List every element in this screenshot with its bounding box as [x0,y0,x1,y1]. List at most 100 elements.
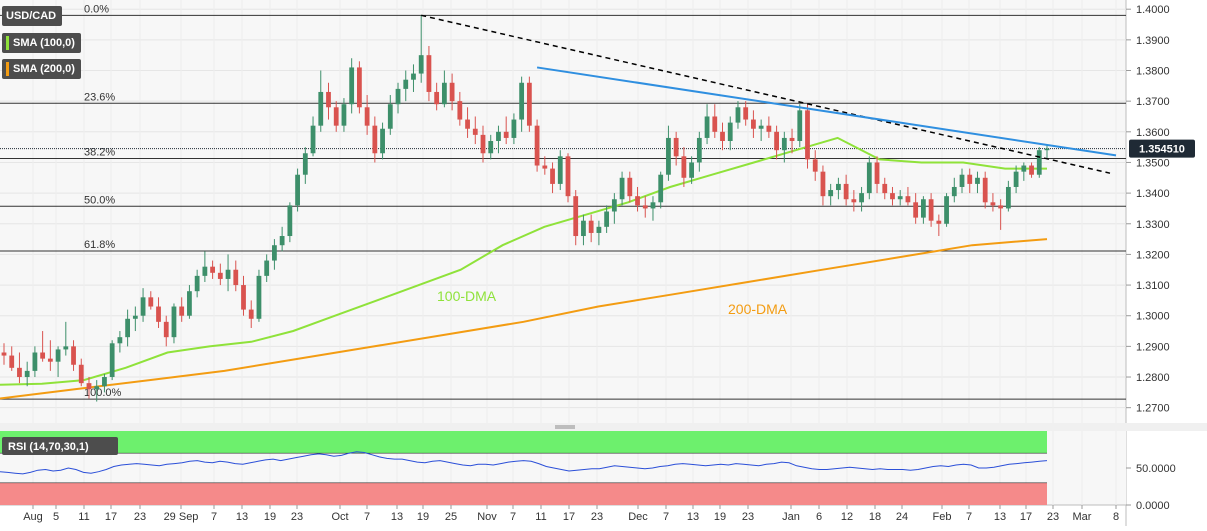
candlestick [318,70,324,132]
candle-body [125,318,131,338]
candle-body [156,306,161,322]
candlestick [441,70,447,108]
candlestick [851,190,857,212]
candle-body [573,196,579,237]
fib-level-label: 38.2% [84,146,115,158]
time-axis-label: Jan [782,511,800,523]
sma100-badge[interactable]: SMA (100,0) [2,33,81,53]
price-axis-label: 1.3200 [1136,249,1170,261]
time-axis-label: 7 [663,511,669,523]
candle-body [194,275,200,292]
candle-body [696,137,702,163]
candle-body [225,269,231,279]
sma200-annotation: 200-DMA [728,301,788,317]
candle-body [302,153,308,175]
candlestick [1021,162,1027,181]
candlestick [866,156,872,200]
candle-body [171,306,177,338]
price-axis-label: 1.3400 [1136,188,1170,200]
candle-body [496,131,501,141]
candle-body [210,266,215,273]
candle-body [287,205,293,237]
time-axis-label: 12 [841,511,853,523]
candlestick [619,171,625,206]
candlestick [279,226,285,252]
panel-separator[interactable] [0,423,1207,431]
candle-body [836,183,841,191]
candlestick [519,76,525,132]
time-axis-label: Aug [23,511,43,523]
candle-body [766,125,772,132]
candlestick [789,128,795,154]
candle-body [619,177,625,200]
candlestick [890,186,895,206]
time-axis-label: 6 [816,511,822,523]
candlestick [658,171,664,209]
price-axis-label: 1.4000 [1136,4,1170,16]
candlestick [156,297,161,328]
candle-body [17,367,22,378]
candle-body [975,177,980,184]
candle-body [805,110,810,160]
candle-body [32,352,38,371]
candle-body [751,119,756,129]
candle-body [526,82,532,126]
current-price-tag-label: 1.354510 [1139,144,1185,156]
candlestick [642,196,648,218]
time-axis-label: 19 [714,511,726,523]
candle-body [519,82,525,120]
time-axis-label: Dec [628,511,648,523]
candle-body [565,156,571,197]
candle-body [1029,165,1034,175]
candlestick [1,343,7,365]
candlestick [411,64,416,92]
candlestick [727,116,733,151]
candle-body [1044,148,1050,151]
candle-body [874,162,880,184]
candlestick [71,340,76,371]
candlestick [32,346,38,378]
candlestick [1013,165,1019,194]
sma200-badge[interactable]: SMA (200,0) [2,59,81,79]
candlestick [681,147,687,187]
candlestick [611,193,617,224]
candlestick [550,162,555,194]
candle-body [828,190,834,197]
candlestick [511,113,517,145]
candlestick [349,58,355,114]
candle-body [102,377,107,387]
candlestick [295,168,300,212]
candle-body [472,128,478,135]
price-axis-label: 1.2900 [1136,341,1170,353]
rsi-badge: RSI (14,70,30,1) [2,437,118,455]
candlestick [24,361,30,387]
candlestick [434,82,440,111]
candle-body [310,125,316,154]
sma100-label: SMA (100,0) [13,37,75,49]
price-axis-label: 1.3700 [1136,96,1170,108]
candle-body [627,177,633,197]
sma200-label: SMA (200,0) [13,63,75,75]
candlestick [171,303,177,344]
symbol-badge[interactable]: USD/CAD [2,6,63,26]
candle-body [658,174,664,203]
fib-level-label: 23.6% [84,91,115,103]
candlestick [913,193,919,224]
candle-body [967,174,973,184]
candlestick [1005,180,1011,212]
candlestick [696,131,702,172]
candle-body [859,193,864,203]
candle-body [233,269,239,286]
candle-body [635,196,640,206]
time-axis-label: 19 [264,511,276,523]
candle-body [689,162,695,178]
sma100-line [0,136,1047,386]
candle-body [457,101,463,120]
candle-body [944,196,949,224]
candlestick [125,309,131,347]
candle-body [109,343,115,378]
candlestick [449,73,455,111]
candlestick [542,156,548,175]
time-axis-label: 24 [896,511,908,523]
